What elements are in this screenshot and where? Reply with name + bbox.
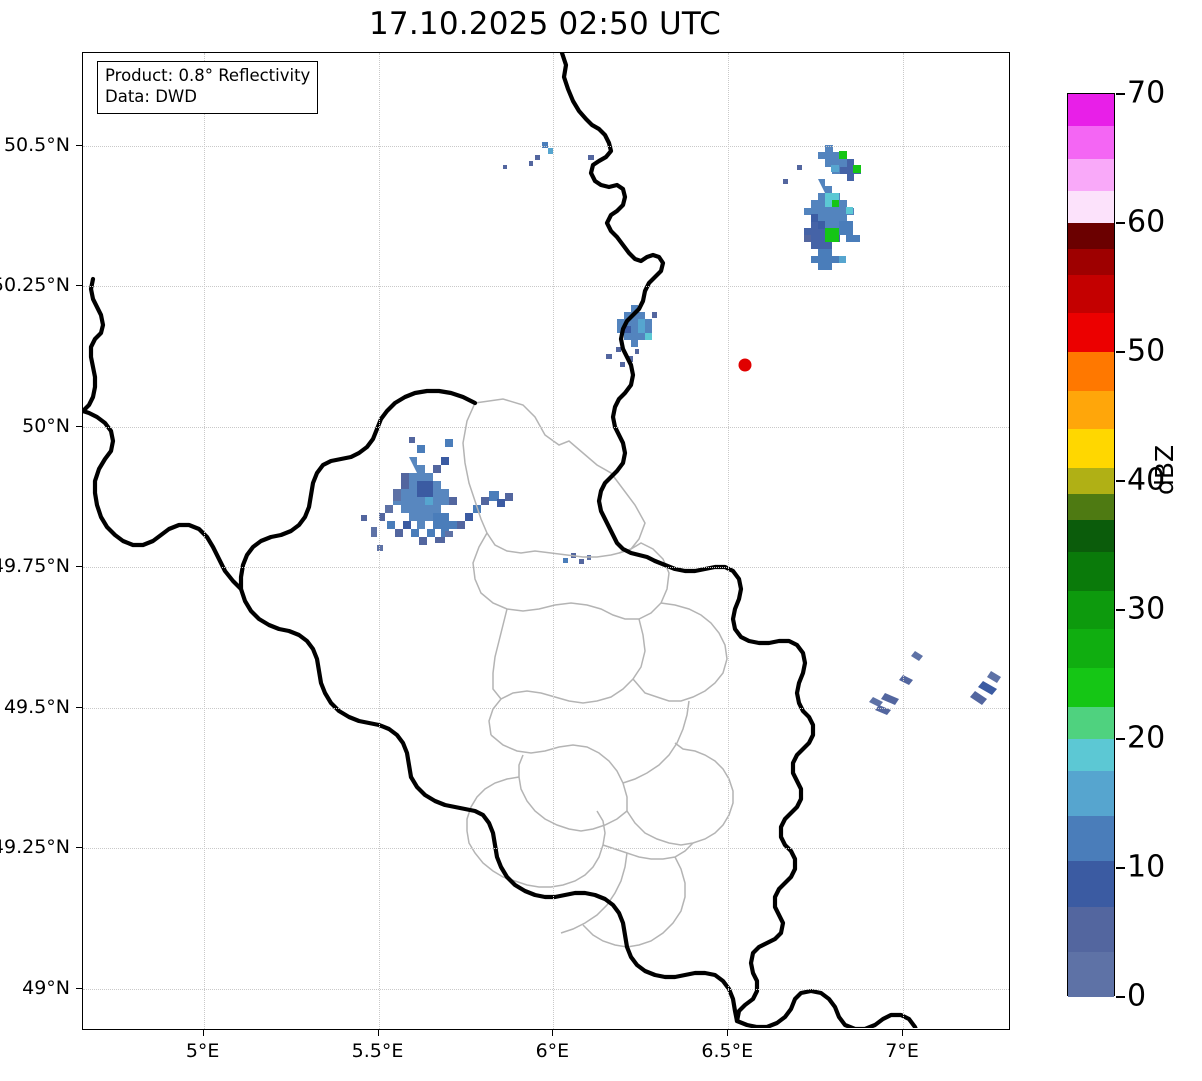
colorbar-band — [1068, 493, 1114, 520]
echo-cluster-north-border — [606, 305, 657, 367]
gridline-lat — [83, 426, 1009, 428]
colorbar-band — [1068, 94, 1114, 127]
product-info-box: Product: 0.8° Reflectivity Data: DWD — [97, 61, 319, 114]
colorbar-band — [1068, 274, 1114, 314]
y-axis-tick-mark — [76, 425, 82, 427]
colorbar-tick-label: 70 — [1127, 75, 1166, 111]
colorbar-band — [1068, 468, 1114, 494]
colorbar-tick-label: 10 — [1127, 849, 1166, 885]
y-axis-tick-mark — [76, 987, 82, 989]
y-axis-tick-label: 50.25°N — [0, 274, 70, 297]
radar-echo-layer — [361, 142, 1001, 715]
country-borders — [83, 53, 918, 1028]
colorbar-tick-label: 20 — [1127, 720, 1166, 756]
gridline-lat — [83, 567, 1009, 569]
colorbar-band — [1068, 861, 1114, 907]
gridline-lon — [903, 53, 905, 1029]
colorbar-band — [1068, 629, 1114, 668]
radar-site-marker[interactable] — [738, 358, 752, 372]
x-axis-tick-mark — [727, 1030, 729, 1036]
echo-cluster-northeast — [783, 145, 861, 270]
colorbar-band — [1068, 738, 1114, 772]
x-axis-tick-mark — [202, 1030, 204, 1036]
colorbar-tick-label: 0 — [1127, 978, 1147, 1014]
product-info-line-product: Product: 0.8° Reflectivity — [105, 66, 311, 85]
colorbar-tick-label: 60 — [1127, 204, 1166, 240]
colorbar-band — [1068, 313, 1114, 352]
map-plot-area[interactable]: Product: 0.8° Reflectivity Data: DWD — [82, 52, 1010, 1030]
colorbar-tick-mark — [1116, 996, 1125, 998]
x-axis-tick-label: 7°E — [885, 1040, 919, 1062]
colorbar-band — [1068, 158, 1114, 191]
gridline-lat — [83, 848, 1009, 850]
colorbar-tick-label: 30 — [1127, 591, 1166, 627]
gridline-lon — [728, 53, 730, 1029]
colorbar-tick-mark — [1116, 93, 1125, 95]
colorbar-band — [1068, 190, 1114, 223]
colorbar-title: dBZ — [1150, 444, 1179, 495]
y-axis-tick-label: 50°N — [22, 414, 70, 437]
y-axis-tick-label: 49.5°N — [3, 695, 70, 718]
canton-boundaries — [462, 398, 734, 948]
colorbar-tick-mark — [1116, 609, 1125, 611]
colorbar-tick-mark — [1116, 867, 1125, 869]
y-axis-tick-mark — [76, 144, 82, 146]
y-axis-tick-label: 50.5°N — [3, 133, 70, 156]
gridline-lat — [83, 145, 1009, 147]
page-title: 17.10.2025 02:50 UTC — [369, 6, 721, 42]
colorbar-band — [1068, 390, 1114, 430]
map-geography-layer — [83, 53, 1001, 1028]
x-axis-tick-mark — [902, 1030, 904, 1036]
colorbar-band — [1068, 248, 1114, 275]
y-axis-tick-label: 49.25°N — [0, 836, 70, 859]
colorbar-band — [1068, 771, 1114, 817]
gridline-lon — [553, 53, 555, 1029]
y-axis-tick-mark — [76, 847, 82, 849]
colorbar-tick-mark — [1116, 351, 1125, 353]
x-axis-tick-mark — [552, 1030, 554, 1036]
colorbar-tick-label: 40 — [1127, 462, 1166, 498]
colorbar-band — [1068, 551, 1114, 591]
colorbar-band — [1068, 816, 1114, 862]
x-axis-tick-label: 5°E — [185, 1040, 220, 1062]
x-axis-tick-label: 6.5°E — [701, 1040, 754, 1062]
colorbar-band — [1068, 126, 1114, 159]
x-axis-tick-mark — [377, 1030, 379, 1036]
colorbar-band — [1068, 223, 1114, 249]
gridline-lat — [83, 707, 1009, 709]
colorbar[interactable] — [1067, 93, 1115, 997]
colorbar-band — [1068, 519, 1114, 552]
y-axis-tick-mark — [76, 706, 82, 708]
colorbar-tick-label: 50 — [1127, 333, 1166, 369]
colorbar-band — [1068, 906, 1114, 952]
gridline-lon — [203, 53, 205, 1029]
gridline-lat — [83, 286, 1009, 288]
y-axis-tick-label: 49°N — [22, 976, 70, 999]
colorbar-tick-mark — [1116, 222, 1125, 224]
y-axis-tick-mark — [76, 566, 82, 568]
y-axis-tick-label: 49.75°N — [0, 555, 70, 578]
y-axis-tick-mark — [76, 285, 82, 287]
product-info-line-data: Data: DWD — [105, 86, 197, 106]
echo-cluster-east-streaks — [869, 651, 1001, 715]
colorbar-band — [1068, 429, 1114, 469]
colorbar-band — [1068, 667, 1114, 707]
colorbar-band — [1068, 951, 1114, 997]
colorbar-tick-mark — [1116, 480, 1125, 482]
colorbar-band — [1068, 351, 1114, 391]
x-axis-tick-label: 5.5°E — [351, 1040, 404, 1062]
gridline-lat — [83, 988, 1009, 990]
colorbar-band — [1068, 706, 1114, 739]
gridline-lon — [378, 53, 380, 1029]
echo-cluster-west-band — [361, 437, 513, 551]
colorbar-tick-mark — [1116, 738, 1125, 740]
colorbar-band — [1068, 590, 1114, 630]
x-axis-tick-label: 6°E — [535, 1040, 570, 1062]
